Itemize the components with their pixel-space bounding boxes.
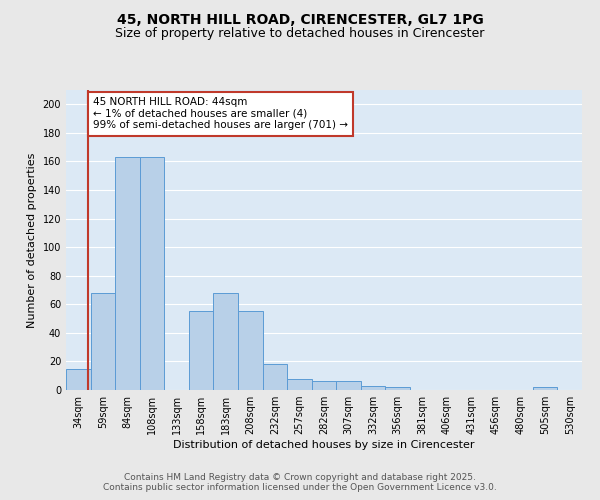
Bar — [385, 387, 410, 390]
Bar — [115, 157, 140, 390]
Text: 45, NORTH HILL ROAD, CIRENCESTER, GL7 1PG: 45, NORTH HILL ROAD, CIRENCESTER, GL7 1P… — [116, 12, 484, 26]
Bar — [312, 382, 336, 390]
Text: 45 NORTH HILL ROAD: 44sqm
← 1% of detached houses are smaller (4)
99% of semi-de: 45 NORTH HILL ROAD: 44sqm ← 1% of detach… — [93, 97, 348, 130]
Bar — [91, 293, 115, 390]
Bar — [214, 293, 238, 390]
Text: Size of property relative to detached houses in Cirencester: Size of property relative to detached ho… — [115, 28, 485, 40]
Bar — [287, 378, 312, 390]
Text: Contains HM Land Registry data © Crown copyright and database right 2025.
Contai: Contains HM Land Registry data © Crown c… — [103, 473, 497, 492]
Bar — [140, 157, 164, 390]
Bar — [66, 368, 91, 390]
Bar — [336, 382, 361, 390]
Bar — [533, 387, 557, 390]
Bar — [189, 312, 214, 390]
Bar — [361, 386, 385, 390]
Bar — [263, 364, 287, 390]
X-axis label: Distribution of detached houses by size in Cirencester: Distribution of detached houses by size … — [173, 440, 475, 450]
Bar — [238, 312, 263, 390]
Y-axis label: Number of detached properties: Number of detached properties — [27, 152, 37, 328]
